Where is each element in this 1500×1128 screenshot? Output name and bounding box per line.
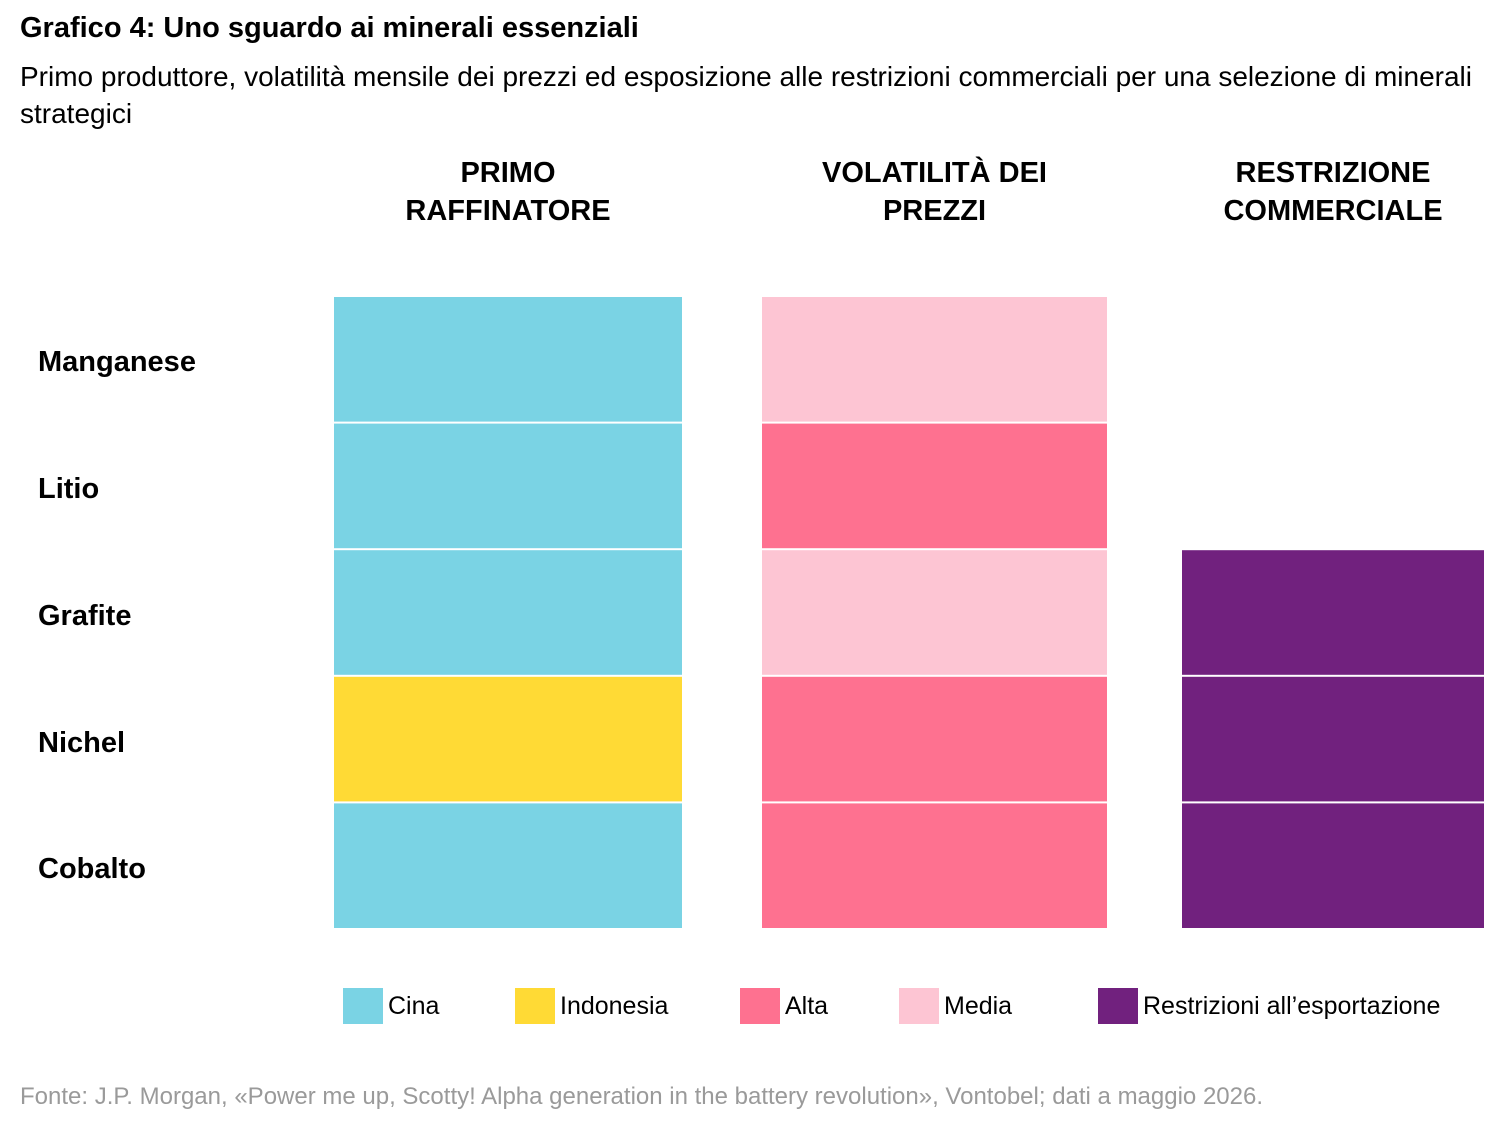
column-header-line: RESTRIZIONE [1235, 157, 1431, 189]
legend-label: Alta [785, 991, 829, 1020]
legend-swatch-restrizioni [1098, 988, 1138, 1024]
column-header-line: PREZZI [882, 195, 987, 227]
legend-label: Cina [388, 991, 440, 1020]
legend-label: Media [944, 991, 1013, 1020]
source-note: Fonte: J.P. Morgan, «Power me up, Scotty… [20, 1083, 1264, 1110]
row-label-litio: Litio [38, 473, 100, 505]
cell-nichel-col1 [334, 676, 682, 802]
cell-nichel-col3 [1182, 676, 1484, 802]
cell-grafite-col1 [334, 550, 682, 675]
legend-item-alta: Alta [740, 988, 828, 1024]
cell-grafite-col2 [762, 550, 1107, 675]
cell-manganese-col1 [334, 297, 682, 422]
chart-subtitle: Primo produttore, volatilità mensile dei… [20, 61, 1472, 129]
legend-swatch-indonesia [515, 988, 555, 1024]
chart-title: Grafico 4: Uno sguardo ai minerali essen… [20, 12, 639, 44]
cell-grafite-col3 [1182, 550, 1484, 675]
column-header-primo-raffinatore: PRIMO RAFFINATORE [334, 154, 682, 230]
column-header-line: VOLATILITÀ DEI [821, 157, 1047, 189]
column-header-restrizione-commerciale: RESTRIZIONE COMMERCIALE [1182, 154, 1484, 230]
cell-litio-col1 [334, 423, 682, 549]
legend-label: Restrizioni all’esportazione [1143, 991, 1441, 1020]
row-label-manganese: Manganese [38, 346, 196, 378]
legend-swatch-media [899, 988, 939, 1024]
row-label-cobalto: Cobalto [38, 853, 146, 885]
legend-swatch-cina [343, 988, 383, 1024]
row-label-grafite: Grafite [38, 600, 132, 632]
cell-litio-col2 [762, 423, 1107, 549]
legend-item-restrizioni: Restrizioni all’esportazione [1098, 988, 1440, 1024]
column-header-line: PRIMO [460, 157, 556, 189]
row-label-nichel: Nichel [38, 727, 126, 759]
legend-item-indonesia: Indonesia [515, 988, 668, 1024]
legend-item-cina: Cina [343, 988, 439, 1024]
cell-manganese-col2 [762, 297, 1107, 422]
legend-label: Indonesia [560, 991, 669, 1020]
column-header-line: RAFFINATORE [405, 195, 611, 227]
column-header-volatilita-prezzi: VOLATILITÀ DEI PREZZI [762, 154, 1107, 230]
legend-item-media: Media [899, 988, 1012, 1024]
cell-cobalto-col2 [762, 803, 1107, 928]
cell-nichel-col2 [762, 676, 1107, 802]
column-header-line: COMMERCIALE [1223, 195, 1443, 227]
legend-swatch-alta [740, 988, 780, 1024]
cell-cobalto-col1 [334, 803, 682, 928]
cell-cobalto-col3 [1182, 803, 1484, 928]
